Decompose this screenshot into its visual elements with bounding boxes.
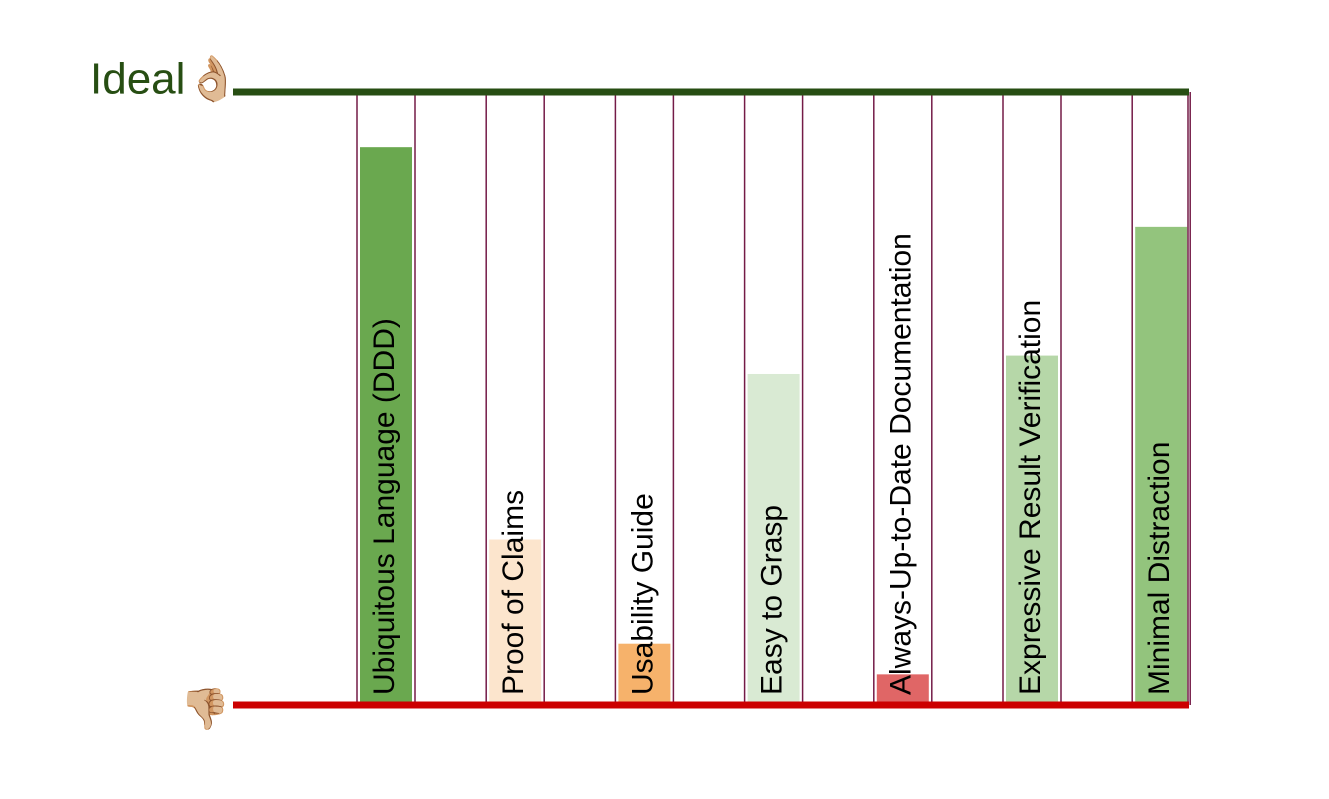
bar xyxy=(1135,226,1188,706)
category-label: Easy to Grasp xyxy=(756,505,789,695)
bar xyxy=(618,643,671,705)
bar xyxy=(876,674,929,705)
bar xyxy=(1006,355,1058,705)
category-label: Proof of Claims xyxy=(497,490,530,695)
bar xyxy=(489,539,542,705)
category-label: Usability Guide xyxy=(626,493,659,695)
category-label: Minimal Distraction xyxy=(1143,442,1176,695)
bar xyxy=(747,373,800,705)
category-label: Always-Up-to-Date Documentation xyxy=(885,233,918,695)
bottom-label: 👎🏼 xyxy=(180,688,230,732)
category-label: Ubiquitous Language (DDD) xyxy=(368,318,401,695)
bar xyxy=(360,147,412,706)
ideal-label: Ideal👌🏼 xyxy=(90,55,240,104)
category-label: Expressive Result Verification xyxy=(1014,300,1047,695)
